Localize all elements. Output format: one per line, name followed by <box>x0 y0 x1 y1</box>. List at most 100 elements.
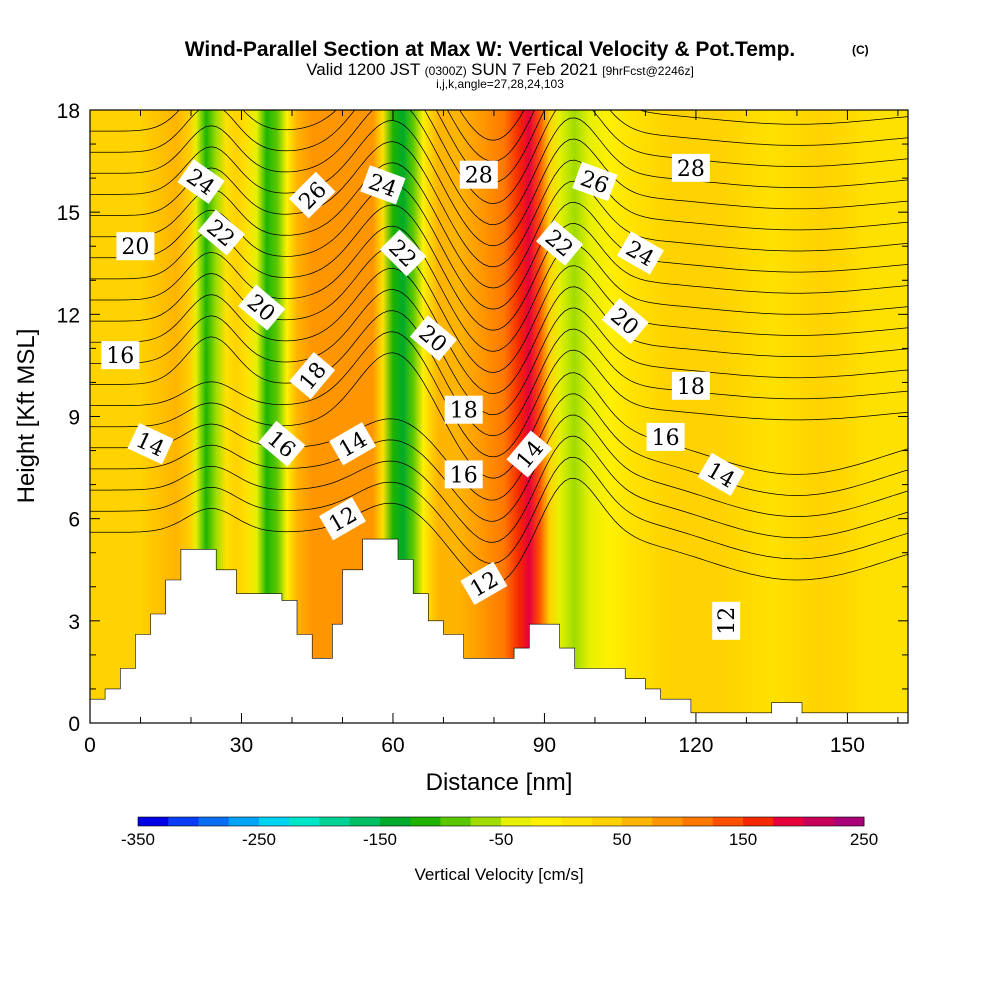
y-tick-label: 6 <box>68 509 80 532</box>
y-tick-label: 3 <box>68 611 80 634</box>
contour-label-box <box>601 298 649 345</box>
y-tick-label: 15 <box>57 202 80 225</box>
contour-label-text: 16 <box>652 426 680 451</box>
valid-utc: (0300Z) <box>425 64 467 78</box>
theta-contour <box>90 310 908 437</box>
theta-contour <box>459 110 525 141</box>
contour-label-box <box>572 161 618 202</box>
contour-label-box <box>127 422 174 465</box>
contour-label-box <box>116 232 155 261</box>
x-tick-label: 0 <box>84 734 96 757</box>
contour-label-box <box>444 395 483 424</box>
theta-contour <box>90 414 908 522</box>
contour-label-box <box>409 315 457 362</box>
theta-contour <box>90 141 908 268</box>
colorbar-swatch <box>561 817 593 826</box>
y-axis: 0 3 6 9 12 15 18 <box>57 100 908 736</box>
contour-label-box <box>536 219 584 266</box>
x-tick-label: 60 <box>381 734 404 757</box>
valid-time-line: Valid 1200 JST (0300Z) SUN 7 Feb 2021 [9… <box>306 60 694 79</box>
terrain <box>90 538 908 723</box>
contour-label-box <box>616 231 664 275</box>
colorbar-tick-label: -250 <box>242 830 276 849</box>
colorbar-swatch <box>712 817 744 826</box>
colorbar-swatch <box>682 817 714 826</box>
contour-label-box <box>379 229 427 277</box>
contour-label-box <box>712 601 741 640</box>
theta-contour <box>90 352 908 479</box>
y-tick-label: 12 <box>57 304 80 327</box>
colorbar-tick-label: -150 <box>363 830 397 849</box>
colorbar-swatch <box>743 817 774 826</box>
contour-label-box <box>177 159 225 204</box>
contour-label-box <box>697 452 745 497</box>
colorbar-swatch <box>833 817 865 826</box>
contour-label: 16 <box>646 422 685 451</box>
colorbar-swatch <box>622 817 653 826</box>
colorbar: -350 -250 -150 -50 50 150 250 <box>121 816 878 849</box>
forecast-info: [9hrFcst@2246z] <box>602 64 694 78</box>
x-axis-title: Distance [nm] <box>426 769 573 796</box>
theta-contour <box>90 456 908 564</box>
colorbar-swatch <box>803 817 835 826</box>
theta-contour <box>90 183 908 310</box>
y-tick-label: 9 <box>68 407 80 430</box>
colorbar-swatch <box>319 817 351 826</box>
contour-label-box <box>289 352 336 400</box>
colorbar-swatch <box>591 817 623 826</box>
theta-contour <box>90 162 908 289</box>
contour-label-box <box>238 284 286 331</box>
theta-contour <box>90 435 908 543</box>
contour-label-box <box>671 371 710 400</box>
contour-label: 18 <box>444 395 483 424</box>
valid-date: SUN 7 Feb 2021 <box>471 60 598 79</box>
contour-label-text: 20 <box>121 235 149 260</box>
theta-contour <box>90 267 908 394</box>
x-axis: 0 30 60 90 120 150 <box>84 110 899 757</box>
theta-contour <box>90 289 908 416</box>
y-axis-title: Height [Kft MSL] <box>13 329 40 504</box>
contour-label: 20 <box>116 232 155 261</box>
theta-contour <box>90 110 908 204</box>
colorbar-swatch <box>259 817 290 826</box>
colorbar-swatch <box>289 817 320 826</box>
contour-label-text: 16 <box>450 463 478 488</box>
theta-contour <box>90 120 908 247</box>
colorbar-swatch <box>410 817 441 826</box>
contour-label-box <box>197 209 245 256</box>
theta-contour <box>90 110 908 226</box>
colorbar-tick-label: -350 <box>121 830 155 849</box>
contour-label-text: 28 <box>465 164 493 189</box>
colorbar-tick-label: 50 <box>613 830 632 849</box>
contour-label: 18 <box>671 371 710 400</box>
contour-label-box <box>319 497 366 541</box>
copyright-mark: (C) <box>852 43 869 57</box>
contour-label: 28 <box>671 153 710 182</box>
colorbar-swatch <box>138 817 169 826</box>
contour-label-box <box>360 165 406 205</box>
colorbar-swatch <box>470 817 502 826</box>
colorbar-swatch <box>652 817 683 826</box>
contour-label: 16 <box>101 341 140 370</box>
colorbar-swatch <box>198 817 230 826</box>
contour-label-box <box>101 341 140 370</box>
colorbar-frame <box>137 816 865 827</box>
contour-label-box <box>329 422 377 466</box>
contour-label: 12 <box>712 601 741 640</box>
theta-contour <box>90 110 908 183</box>
chart-title: Wind-Parallel Section at Max W: Vertical… <box>185 38 796 61</box>
contour-label-box <box>444 460 483 489</box>
theta-contour <box>90 331 908 458</box>
contour-label-box <box>258 420 306 467</box>
contour-label-text: 18 <box>450 399 478 424</box>
indices-line: i,j,k,angle=27,28,24,103 <box>436 77 564 91</box>
colorbar-swatch <box>228 817 260 826</box>
colorbar-swatch <box>440 817 472 826</box>
contour-label: 28 <box>459 160 498 189</box>
valid-prefix: Valid 1200 JST <box>306 60 420 79</box>
contour-label-box <box>460 561 508 606</box>
contour-label-box <box>506 430 553 478</box>
contour-label-box <box>646 422 685 451</box>
contour-label-text: 16 <box>106 344 134 369</box>
